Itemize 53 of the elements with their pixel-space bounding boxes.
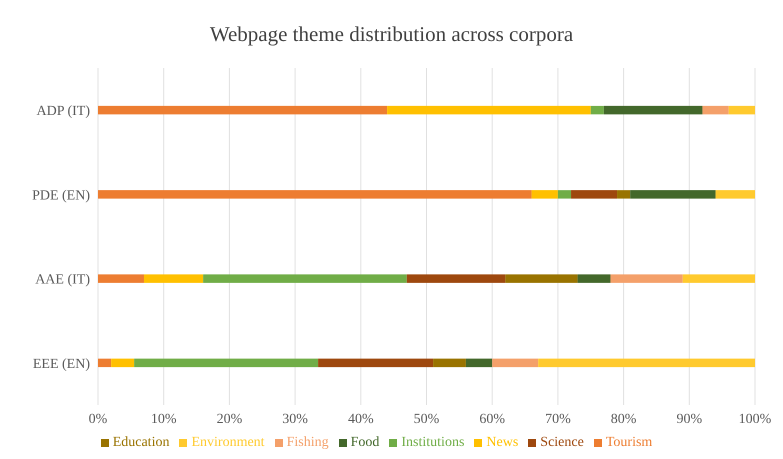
legend-label: Food [350, 435, 380, 450]
x-tick-label: 40% [348, 412, 374, 427]
y-tick-label: ADP (IT) [36, 104, 90, 120]
bar [203, 274, 407, 283]
bar [134, 358, 318, 368]
bar [111, 358, 134, 368]
bar [590, 106, 604, 114]
bar [318, 358, 434, 368]
bar [610, 274, 683, 283]
x-tick-label: 80% [610, 412, 637, 427]
bar [492, 358, 538, 368]
bar [406, 274, 506, 283]
bar [387, 106, 591, 114]
bar [702, 106, 729, 114]
legend-label: Environment [191, 435, 265, 450]
bar [578, 274, 610, 283]
x-tick-label: 100% [738, 412, 772, 427]
legend-label: Institutions [401, 435, 464, 450]
bar [505, 274, 578, 283]
legend-label: Science [540, 435, 584, 450]
bar [558, 190, 572, 199]
legend-label: Fishing [286, 435, 329, 450]
bar [716, 190, 755, 199]
x-tick-label: 30% [282, 412, 308, 427]
bar [682, 274, 755, 283]
legend-label: News [486, 435, 518, 450]
bar [144, 274, 204, 283]
x-tick-label: 90% [676, 412, 702, 427]
bar [98, 358, 112, 368]
x-tick-label: 70% [545, 412, 572, 427]
x-tick-label: 0% [88, 412, 108, 427]
bar [433, 358, 466, 368]
bar [604, 106, 702, 114]
x-tick-label: 50% [414, 412, 440, 427]
bar [466, 358, 492, 368]
y-tick-label: PDE (EN) [32, 188, 90, 204]
bar [728, 106, 755, 114]
bar [617, 190, 630, 199]
bar [538, 358, 755, 368]
bar [98, 106, 388, 114]
x-tick-label: 60% [479, 412, 506, 427]
y-tick-label: AAE (IT) [35, 272, 90, 288]
bar [630, 190, 716, 199]
bar [98, 190, 532, 199]
chart-title: Webpage theme distribution across corpora [208, 21, 574, 48]
legend-label: Tourism [606, 435, 652, 450]
bar [571, 190, 618, 199]
bar [532, 190, 558, 199]
bar [98, 274, 144, 283]
x-tick-label: 20% [216, 412, 243, 427]
x-tick-label: 10% [150, 412, 177, 427]
y-tick-label: EEE (EN) [32, 356, 90, 372]
legend-label: Education [112, 435, 170, 450]
